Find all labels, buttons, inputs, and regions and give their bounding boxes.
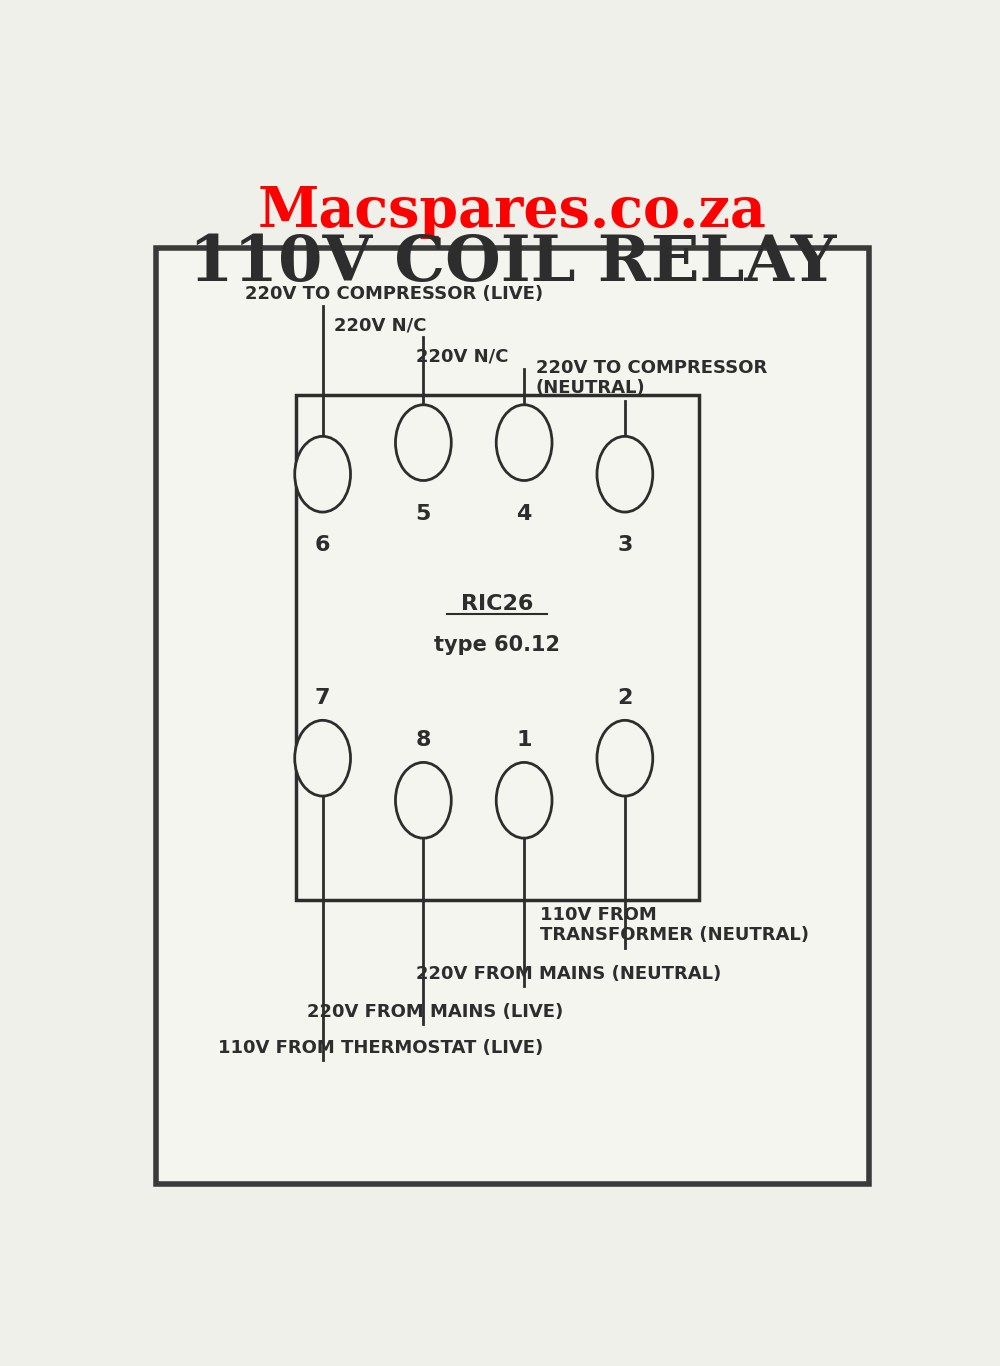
Circle shape [597, 720, 653, 796]
Text: 5: 5 [416, 504, 431, 523]
Text: type 60.12: type 60.12 [434, 635, 560, 654]
Text: 220V N/C: 220V N/C [334, 317, 427, 335]
Text: Macspares.co.za: Macspares.co.za [258, 184, 767, 239]
Bar [296, 395, 698, 900]
Text: 6: 6 [315, 535, 330, 555]
Circle shape [395, 404, 451, 481]
Text: 110V FROM
TRANSFORMER (NEUTRAL): 110V FROM TRANSFORMER (NEUTRAL) [540, 906, 809, 944]
Text: 4: 4 [516, 504, 532, 523]
Bar [156, 249, 869, 1184]
Text: 2: 2 [617, 687, 633, 708]
Text: 220V FROM MAINS (LIVE): 220V FROM MAINS (LIVE) [307, 1003, 563, 1022]
Text: 110V FROM THERMOSTAT (LIVE): 110V FROM THERMOSTAT (LIVE) [218, 1040, 543, 1057]
Circle shape [496, 404, 552, 481]
Circle shape [496, 762, 552, 839]
Circle shape [395, 762, 451, 839]
Text: 1: 1 [516, 729, 532, 750]
Circle shape [295, 436, 351, 512]
Text: 220V FROM MAINS (NEUTRAL): 220V FROM MAINS (NEUTRAL) [416, 966, 721, 984]
Text: 3: 3 [617, 535, 633, 555]
Text: 8: 8 [416, 729, 431, 750]
Text: 220V TO COMPRESSOR (LIVE): 220V TO COMPRESSOR (LIVE) [245, 284, 543, 303]
Text: RIC26: RIC26 [461, 594, 533, 613]
Text: 220V TO COMPRESSOR
(NEUTRAL): 220V TO COMPRESSOR (NEUTRAL) [536, 359, 767, 398]
Text: 110V COIL RELAY: 110V COIL RELAY [189, 234, 836, 294]
Circle shape [295, 720, 351, 796]
Text: 220V N/C: 220V N/C [416, 348, 508, 366]
Circle shape [597, 436, 653, 512]
Text: 7: 7 [315, 687, 330, 708]
